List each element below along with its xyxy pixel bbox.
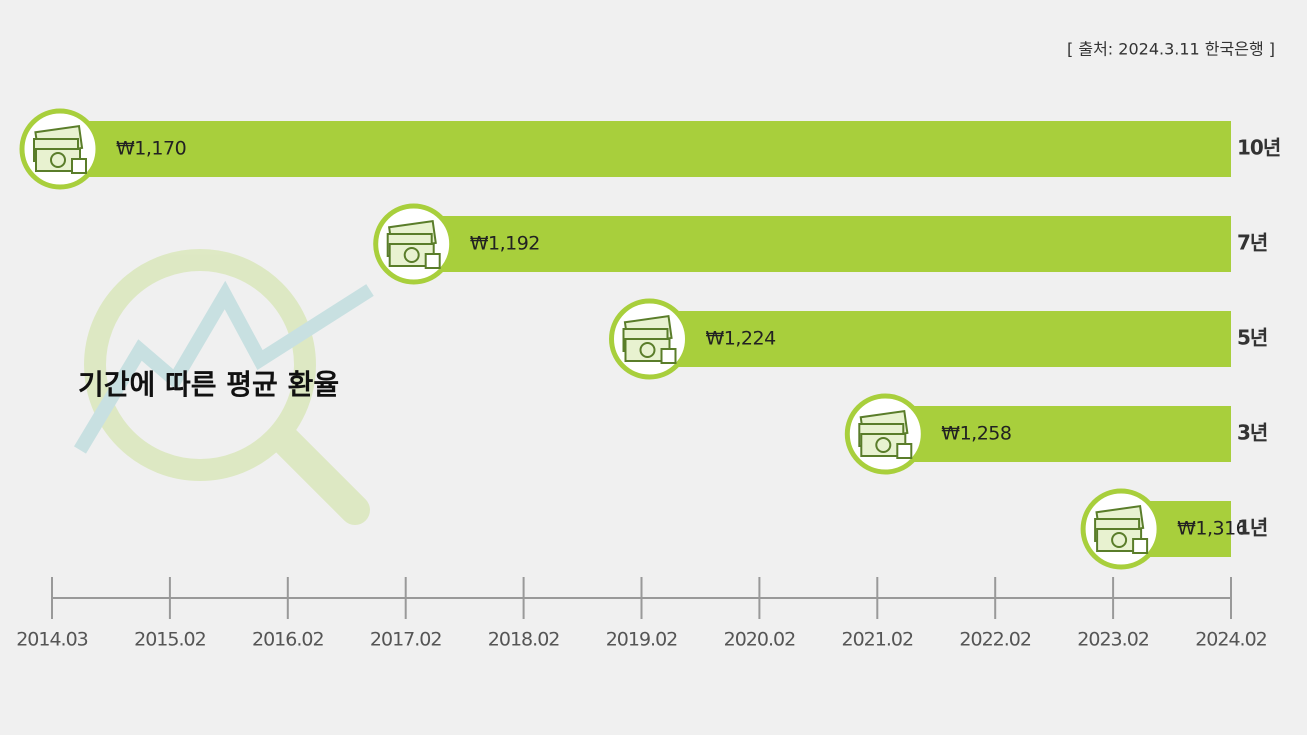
source: [ 출처: 2024.3.11 한국은행 ] (1067, 40, 1275, 59)
chart: [ 출처: 2024.3.11 한국은행 ] 기간에 따른 평균 환율 2014… (0, 0, 1307, 735)
money-icon (847, 396, 923, 472)
wallet (897, 444, 911, 458)
x-tick-label: 2022.02 (959, 629, 1031, 651)
money-icon (22, 111, 98, 187)
value-label: ₩1,192 (470, 233, 540, 255)
period-label: 3년 (1237, 421, 1267, 445)
x-tick-label: 2019.02 (606, 629, 678, 651)
x-tick-label: 2014.03 (16, 629, 88, 651)
x-tick-label: 2017.02 (370, 629, 442, 651)
wallet (426, 254, 440, 268)
wallet (1133, 539, 1147, 553)
x-tick-label: 2020.02 (724, 629, 796, 651)
money-icon (376, 206, 452, 282)
bar (52, 121, 1231, 177)
chart-title: 기간에 따른 평균 환율 (78, 368, 339, 401)
wallet (662, 349, 676, 363)
period-label: 10년 (1237, 136, 1280, 160)
value-label: ₩1,258 (941, 423, 1011, 445)
value-label: ₩1,170 (116, 138, 186, 160)
x-tick-label: 2015.02 (134, 629, 206, 651)
period-label: 7년 (1237, 231, 1267, 255)
period-label: 5년 (1237, 326, 1267, 350)
x-tick-label: 2021.02 (842, 629, 914, 651)
money-icon (1083, 491, 1159, 567)
x-tick-label: 2016.02 (252, 629, 324, 651)
x-tick-label: 2024.02 (1195, 629, 1267, 651)
x-tick-label: 2023.02 (1077, 629, 1149, 651)
x-tick-label: 2018.02 (488, 629, 560, 651)
bar (877, 406, 1231, 462)
value-label: ₩1,224 (706, 328, 777, 350)
wallet (72, 159, 86, 173)
money-icon (612, 301, 688, 377)
period-label: 1년 (1237, 516, 1267, 540)
